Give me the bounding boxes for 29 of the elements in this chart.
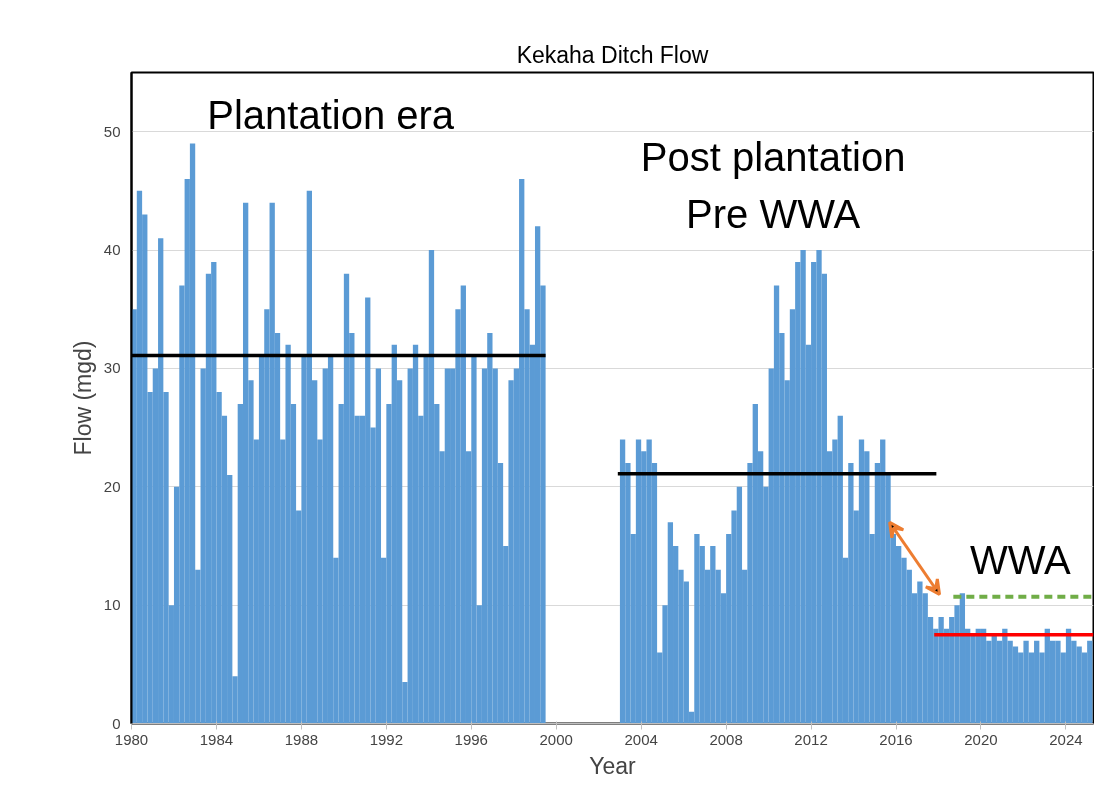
chart-title: Kekaha Ditch Flow bbox=[516, 41, 709, 68]
annotation: WWA bbox=[970, 538, 1072, 583]
bar bbox=[136, 190, 143, 724]
y-axis-title: Flow (mgd) bbox=[69, 340, 96, 456]
bar bbox=[412, 344, 419, 724]
y-tick-label: 30 bbox=[103, 359, 121, 377]
x-tick-label: 2000 bbox=[539, 730, 573, 748]
y-tick-label: 40 bbox=[103, 241, 121, 259]
bar bbox=[858, 439, 865, 724]
x-tick-label: 1992 bbox=[369, 730, 404, 748]
annotation: Post plantation Pre WWA bbox=[640, 134, 906, 236]
bar bbox=[343, 273, 350, 724]
x-tick-label: 2024 bbox=[1049, 730, 1083, 748]
x-tick-label: 1988 bbox=[284, 730, 319, 748]
x-axis-title: Year bbox=[589, 752, 637, 779]
x-tick-label: 1996 bbox=[454, 730, 488, 748]
y-tick-label: 20 bbox=[103, 477, 121, 495]
x-tick-label: 2020 bbox=[964, 730, 998, 748]
annotation: Plantation era bbox=[207, 92, 455, 137]
y-tick-label: 10 bbox=[103, 596, 121, 614]
x-tick-label: 2008 bbox=[709, 730, 743, 748]
x-tick-label: 2004 bbox=[624, 730, 658, 748]
y-tick-label: 0 bbox=[112, 714, 121, 732]
y-tick-label: 50 bbox=[103, 122, 121, 140]
x-tick-label: 1980 bbox=[114, 730, 149, 748]
x-tick-label: 2016 bbox=[879, 730, 913, 748]
x-tick-label: 2012 bbox=[794, 730, 828, 748]
bar bbox=[635, 439, 642, 724]
x-tick-label: 1984 bbox=[199, 730, 234, 748]
